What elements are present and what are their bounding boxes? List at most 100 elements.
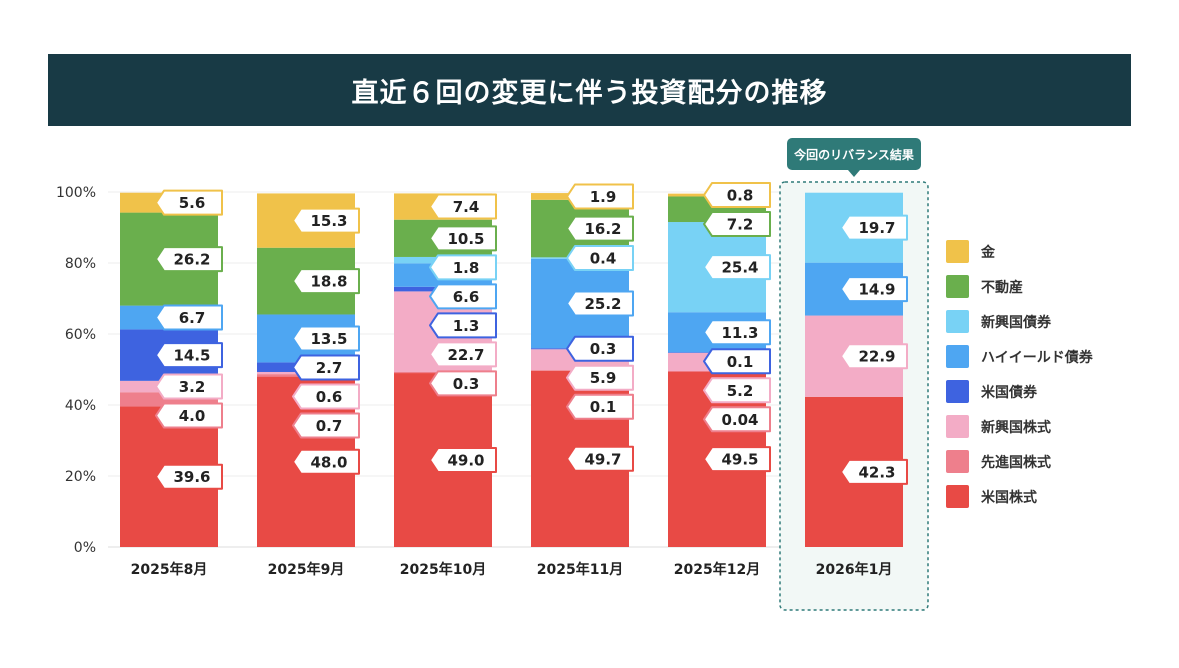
data-label: 0.1 xyxy=(590,398,617,416)
x-tick-label: 2025年12月 xyxy=(674,561,760,578)
data-label: 16.2 xyxy=(584,220,621,238)
data-label: 0.4 xyxy=(590,250,617,268)
data-label: 7.4 xyxy=(453,198,480,216)
data-label-box xyxy=(429,341,497,368)
data-label-box xyxy=(292,268,360,295)
callout-pointer xyxy=(848,170,860,177)
data-label-box xyxy=(566,215,634,242)
legend-label: 新興国債券 xyxy=(981,314,1051,331)
y-tick-label: 60% xyxy=(65,327,96,343)
data-label: 14.9 xyxy=(858,281,895,299)
data-label-box xyxy=(292,448,360,475)
data-label-box xyxy=(292,354,360,381)
data-label: 25.4 xyxy=(721,259,758,277)
legend-swatch xyxy=(946,485,969,508)
data-label: 1.8 xyxy=(453,259,480,277)
data-label: 3.2 xyxy=(179,378,206,396)
data-label: 5.9 xyxy=(590,369,617,387)
data-label-box xyxy=(429,193,497,220)
y-tick-label: 80% xyxy=(65,256,96,272)
data-label: 39.6 xyxy=(173,468,210,486)
data-label: 6.7 xyxy=(179,309,206,327)
callout-bubble xyxy=(787,138,921,170)
data-label-box xyxy=(155,189,223,216)
data-label: 26.2 xyxy=(173,251,210,269)
data-label-box xyxy=(429,283,497,310)
data-label: 0.8 xyxy=(727,187,754,205)
y-tick-label: 0% xyxy=(74,540,96,556)
y-tick-label: 20% xyxy=(65,469,96,485)
legend-swatch xyxy=(946,380,969,403)
data-label: 48.0 xyxy=(310,453,347,471)
data-label: 10.5 xyxy=(447,230,484,248)
legend-label: ハイイールド債券 xyxy=(981,349,1093,366)
data-label: 22.7 xyxy=(447,346,484,364)
legend-label: 先進国株式 xyxy=(981,454,1051,471)
legend-item: 新興国株式 xyxy=(946,409,1171,444)
data-label-box xyxy=(703,319,771,346)
legend-swatch xyxy=(946,310,969,333)
legend-item: 金 xyxy=(946,234,1171,269)
data-label: 22.9 xyxy=(858,348,895,366)
data-label-box xyxy=(703,377,771,404)
data-label-box xyxy=(155,342,223,369)
data-label: 13.5 xyxy=(310,330,347,348)
data-label: 42.3 xyxy=(858,463,895,481)
legend-swatch xyxy=(946,345,969,368)
data-label: 49.0 xyxy=(447,452,484,470)
data-label: 0.3 xyxy=(590,340,617,358)
data-label-box xyxy=(155,463,223,490)
data-label: 0.6 xyxy=(316,388,343,406)
callout-label: 今回のリバランス結果 xyxy=(793,147,914,162)
data-label-box xyxy=(155,373,223,400)
data-label-box xyxy=(566,183,634,210)
data-label-box xyxy=(566,364,634,391)
data-label: 49.5 xyxy=(721,451,758,469)
data-label: 1.9 xyxy=(590,188,617,206)
legend-swatch xyxy=(946,415,969,438)
data-label-box xyxy=(703,406,771,433)
data-label-box xyxy=(703,254,771,281)
legend-label: 新興国株式 xyxy=(981,419,1051,436)
x-tick-label: 2026年1月 xyxy=(816,561,893,578)
data-label-box xyxy=(703,211,771,238)
data-label-box xyxy=(429,447,497,474)
legend-label: 米国債券 xyxy=(981,384,1037,401)
legend-label: 米国株式 xyxy=(981,489,1037,506)
data-label: 0.04 xyxy=(721,411,758,429)
data-label: 5.6 xyxy=(179,194,206,212)
data-label-box xyxy=(292,383,360,410)
data-label: 0.7 xyxy=(316,417,343,435)
chart-title: 直近６回の変更に伴う投資配分の推移 xyxy=(351,77,828,109)
data-label-box xyxy=(155,246,223,273)
legend-item: 先進国株式 xyxy=(946,444,1171,479)
data-label-box xyxy=(840,343,908,370)
legend-swatch xyxy=(946,450,969,473)
legend-label: 金 xyxy=(981,244,995,261)
y-tick-label: 100% xyxy=(56,185,96,201)
data-label: 49.7 xyxy=(584,450,621,468)
data-label-box xyxy=(566,393,634,420)
data-label-box xyxy=(566,245,634,272)
title-bar: 直近６回の変更に伴う投資配分の推移 xyxy=(48,54,1131,126)
x-tick-label: 2025年11月 xyxy=(537,561,623,578)
data-label-box xyxy=(429,254,497,281)
legend-item: 新興国債券 xyxy=(946,304,1171,339)
data-label: 11.3 xyxy=(721,324,758,342)
legend-item: 米国債券 xyxy=(946,374,1171,409)
data-label-box xyxy=(703,182,771,209)
data-label-box xyxy=(292,412,360,439)
x-tick-label: 2025年10月 xyxy=(400,561,486,578)
x-tick-label: 2025年9月 xyxy=(268,561,345,578)
data-label: 18.8 xyxy=(310,273,347,291)
data-label-box xyxy=(429,370,497,397)
data-label-box xyxy=(703,348,771,375)
data-label-box xyxy=(840,276,908,303)
x-tick-label: 2025年8月 xyxy=(131,561,208,578)
data-label: 25.2 xyxy=(584,295,621,313)
data-label: 19.7 xyxy=(858,219,895,237)
data-label-box xyxy=(429,312,497,339)
y-tick-label: 40% xyxy=(65,398,96,414)
data-label-box xyxy=(429,225,497,252)
